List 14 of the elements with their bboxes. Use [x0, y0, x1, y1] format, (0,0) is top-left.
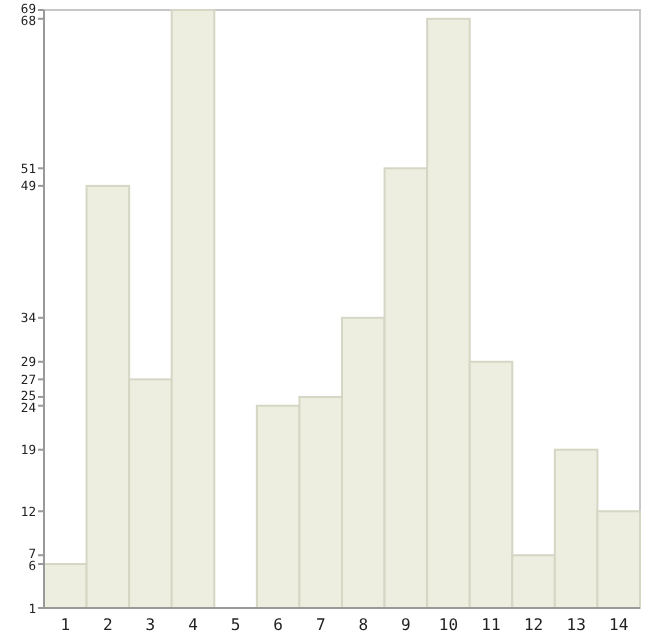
x-tick-label: 1 — [60, 616, 71, 634]
x-tick-label: 3 — [145, 616, 156, 634]
x-tick-label: 11 — [481, 616, 501, 634]
x-tick-label: 8 — [358, 616, 369, 634]
x-tick-label: 2 — [103, 616, 114, 634]
x-tick-label: 10 — [438, 616, 459, 634]
x-tick-label: 7 — [315, 616, 326, 634]
x-tick-label: 9 — [401, 616, 412, 634]
x-tick-label: 4 — [188, 616, 199, 634]
x-tick-label: 13 — [566, 616, 587, 634]
x-tick-label: 14 — [609, 616, 629, 634]
x-tick-label: 12 — [523, 616, 544, 634]
x-tick-label: 5 — [230, 616, 241, 634]
x-tick-label: 6 — [273, 616, 284, 634]
